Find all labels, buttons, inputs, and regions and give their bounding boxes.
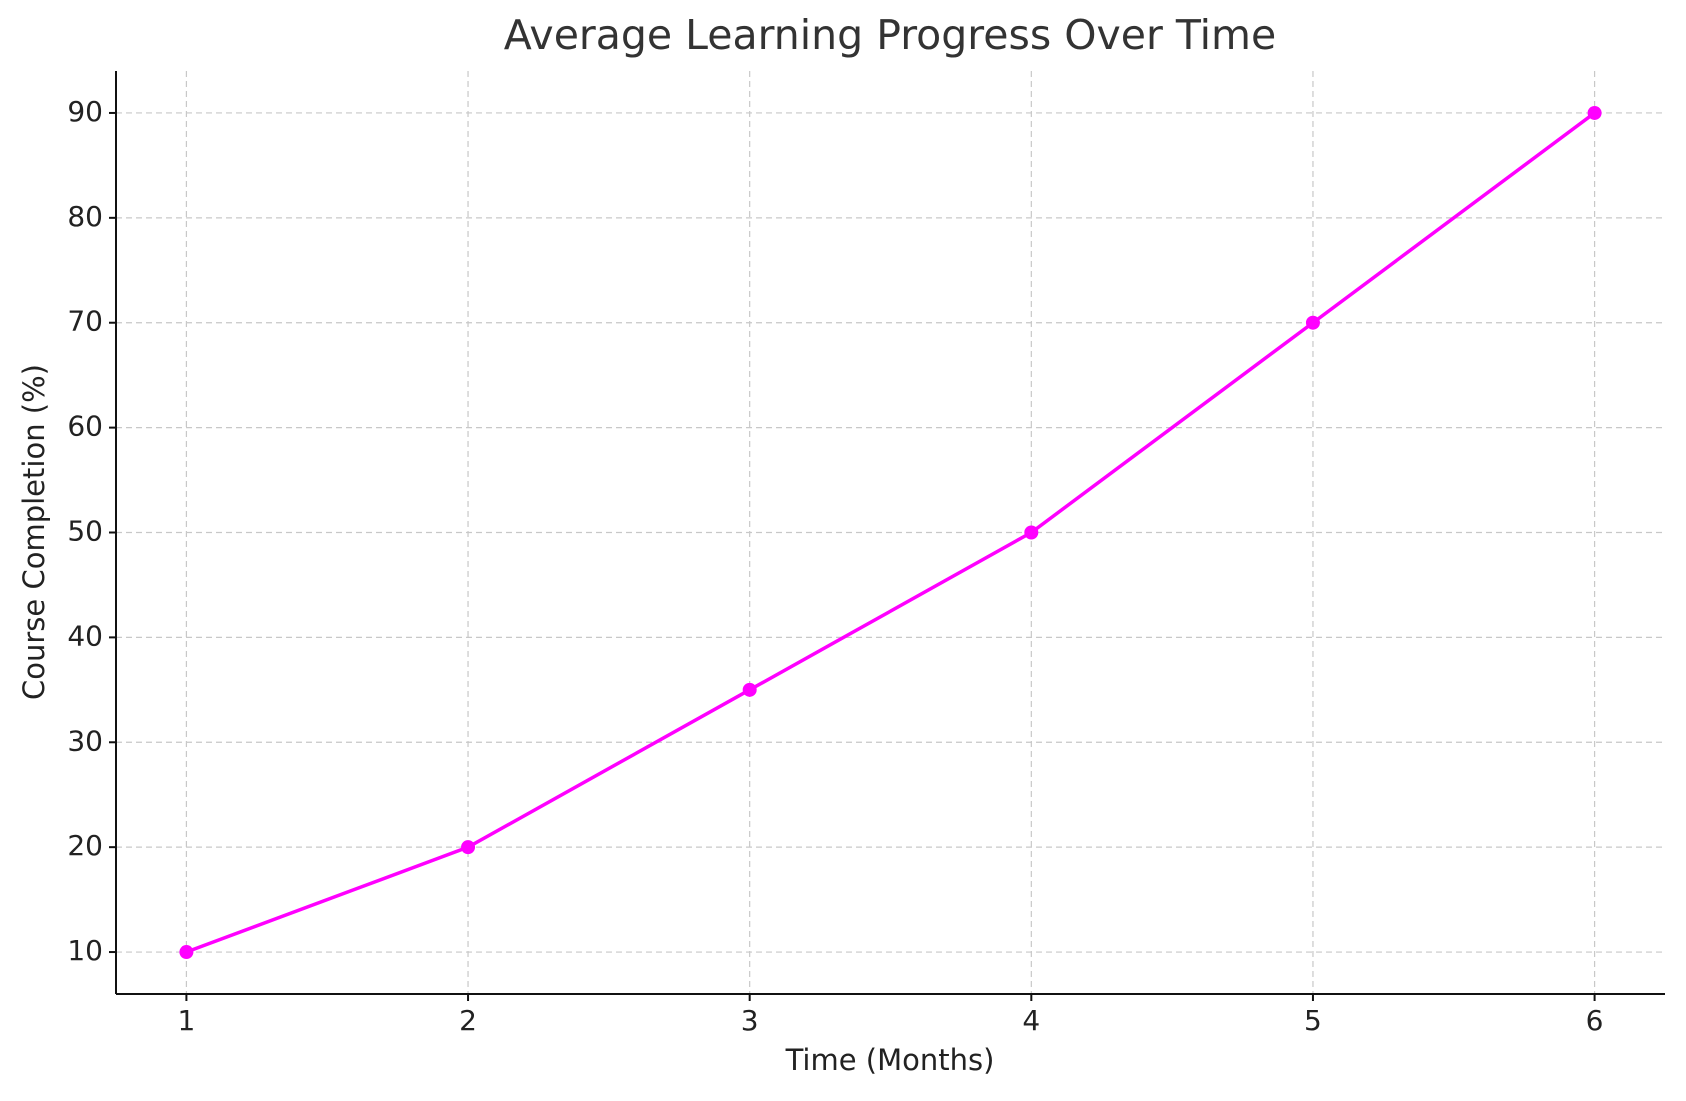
chart-title: Average Learning Progress Over Time [504, 11, 1276, 59]
data-point [179, 945, 194, 960]
x-tick-label: 4 [1022, 1004, 1040, 1037]
data-point [1024, 525, 1039, 540]
y-tick-label: 80 [67, 200, 103, 233]
data-point [742, 682, 757, 697]
y-tick-label: 10 [67, 934, 103, 967]
x-tick-label: 1 [177, 1004, 195, 1037]
y-tick-label: 50 [67, 515, 103, 548]
data-point [1305, 315, 1320, 330]
y-axis-label: Course Completion (%) [17, 364, 51, 700]
y-tick-label: 30 [67, 724, 103, 757]
y-tick-label: 20 [67, 829, 103, 862]
y-tick-label: 90 [67, 95, 103, 128]
y-tick-label: 60 [67, 410, 103, 443]
y-tick-label: 40 [67, 619, 103, 652]
data-point [461, 840, 476, 855]
data-line [185, 111, 1596, 954]
x-tick-label: 2 [459, 1004, 477, 1037]
x-tick-label: 5 [1304, 1004, 1322, 1037]
x-axis-label: Time (Months) [785, 1043, 995, 1077]
data-point [1587, 105, 1602, 120]
x-tick-label: 3 [741, 1004, 759, 1037]
x-tick-label: 6 [1586, 1004, 1604, 1037]
y-tick-label: 70 [67, 305, 103, 338]
